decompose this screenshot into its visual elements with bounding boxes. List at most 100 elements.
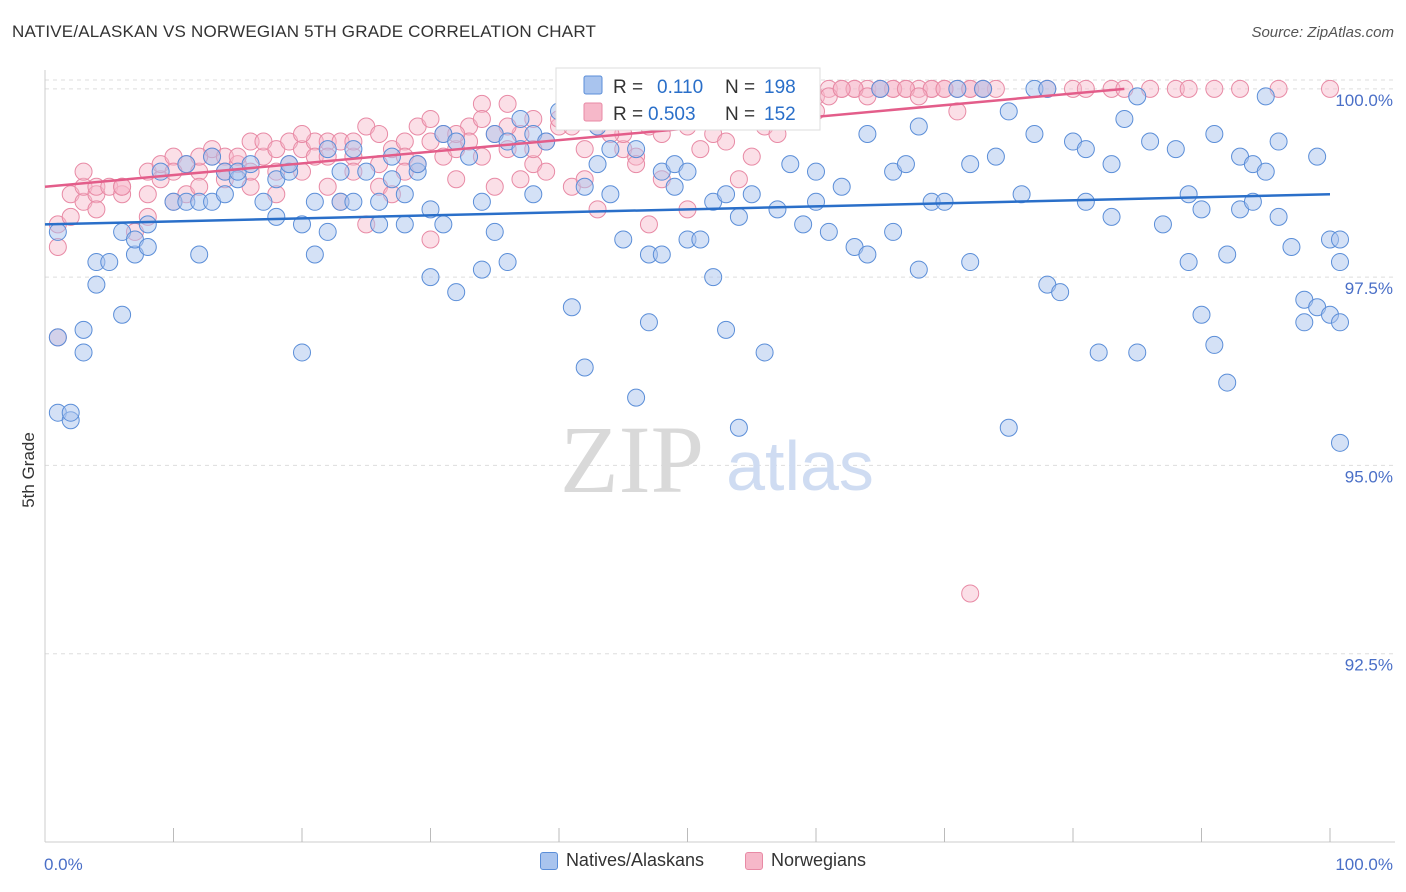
native-point [562,298,581,317]
norwegian-point [729,170,748,189]
native-point [48,328,67,347]
series-legend: Natives/Alaskans Norwegians [0,850,1406,875]
native-point [614,230,633,249]
norwegian-point [1231,79,1250,98]
native-point [1331,313,1349,332]
norwegian-point [742,147,761,166]
watermark-atlas: atlas [726,427,874,505]
native-point [1218,373,1237,392]
norwegians-points [48,79,1339,603]
native-point [1331,433,1349,452]
native-point [1218,245,1237,264]
native-point [1102,207,1121,226]
norwegian-point [61,207,80,226]
norwegian-point [511,170,530,189]
native-point [1256,87,1275,106]
native-point [588,155,607,174]
native-point [639,313,658,332]
native-point [794,215,813,234]
source-credit: Source: ZipAtlas.com [1251,24,1394,41]
native-point [884,222,903,241]
y-tick-label: 100.0% [1335,91,1393,110]
legend-item-norwegians[interactable]: Norwegians [745,850,866,871]
native-point [318,140,337,159]
native-point [254,192,273,211]
native-point [293,215,311,234]
norwegian-point [370,125,389,144]
native-point [241,155,260,174]
native-point [1243,192,1262,211]
native-point [1076,140,1095,159]
norwegian-point [691,140,710,159]
native-point [421,268,440,287]
native-point [768,200,787,219]
legend-pink-n-label: N = [725,104,755,125]
native-point [1192,305,1211,324]
native-point [601,185,620,204]
native-point [1331,253,1349,272]
native-point [1205,335,1224,354]
native-point [1089,343,1108,362]
native-point [665,177,684,196]
native-point [344,140,363,159]
native-point [974,79,993,98]
native-point [819,222,838,241]
norwegian-point [472,94,491,113]
natives-points [48,79,1349,452]
native-point [395,215,414,234]
native-point [511,109,530,128]
axes [44,70,1395,843]
y-tick-label: 95.0% [1345,467,1393,486]
norwegian-point [293,125,311,144]
native-point [1051,283,1070,302]
native-point [87,275,106,294]
native-point [1102,155,1121,174]
native-point [691,230,710,249]
native-point [1331,230,1349,249]
legend-blue-n-label: N = [725,77,755,98]
native-point [370,215,389,234]
native-point [215,185,234,204]
native-point [1166,140,1185,159]
native-point [896,155,915,174]
native-point [460,147,479,166]
native-point [1038,79,1057,98]
native-point [961,155,980,174]
native-point [421,200,440,219]
native-point [74,320,93,339]
native-point [627,388,646,407]
native-point [305,245,324,264]
native-point [729,207,748,226]
native-point [986,147,1005,166]
native-point [1153,215,1172,234]
native-point [909,117,928,136]
natives-trend-line [44,193,1331,226]
native-point [395,185,414,204]
legend-item-natives[interactable]: Natives/Alaskans [539,850,704,871]
norwegian-point [87,200,106,219]
native-point [1179,185,1198,204]
native-point [1282,237,1301,256]
norwegian-point [832,79,851,98]
norwegian-point [113,177,132,196]
norwegian-point [639,215,658,234]
norwegian-point [909,79,928,98]
native-point [807,162,825,181]
x-tick-label: 0.0% [44,855,83,874]
native-point [742,185,761,204]
norwegian-point [241,132,260,151]
chart-title: NATIVE/ALASKAN VS NORWEGIAN 5TH GRADE CO… [12,22,597,41]
native-point [485,222,504,241]
native-point [1179,253,1198,272]
native-point [961,253,980,272]
norwegian-point [138,185,157,204]
native-point [318,222,337,241]
native-point [190,245,209,264]
native-point [305,192,324,211]
native-point [678,162,697,181]
native-point [999,418,1018,437]
norwegian-point [909,87,928,106]
trend-lines [44,87,1331,226]
native-point [267,207,286,226]
